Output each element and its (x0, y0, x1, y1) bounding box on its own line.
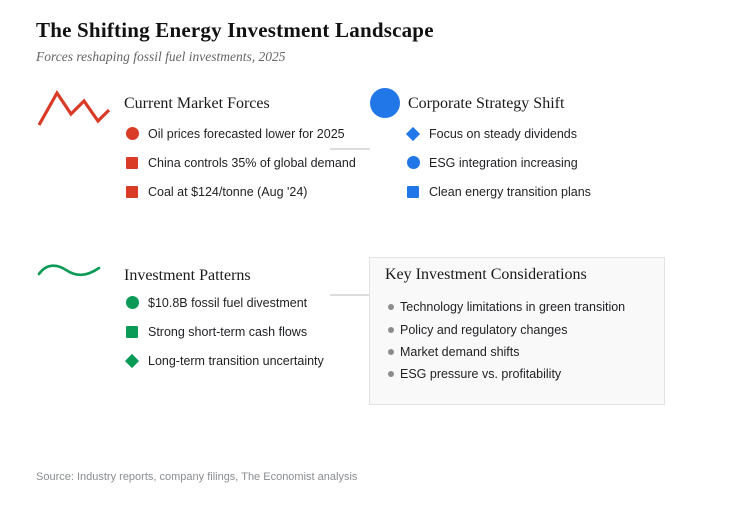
list-item: ESG pressure vs. profitability (388, 366, 658, 382)
wave-line-icon (37, 264, 101, 277)
list-item: Clean energy transition plans (407, 184, 667, 200)
bullet-marker-icon (126, 186, 138, 198)
connector-line (330, 148, 370, 150)
list-item: $10.8B fossil fuel divestment (126, 295, 386, 311)
list-item: China controls 35% of global demand (126, 155, 386, 171)
bullet-marker-icon (126, 326, 138, 338)
connector-line (330, 294, 369, 296)
bullet-marker-icon (126, 127, 139, 140)
bullet-marker-icon (124, 353, 140, 369)
bullet-marker-icon (126, 157, 138, 169)
list-item: Market demand shifts (388, 344, 658, 360)
list-item-label: Coal at $124/tonne (Aug '24) (148, 185, 308, 199)
bullet-dot-icon (388, 304, 394, 310)
list-item: ESG integration increasing (407, 155, 667, 171)
section-title-market: Current Market Forces (124, 95, 270, 112)
list-item: Focus on steady dividends (405, 126, 667, 142)
list-item-label: Market demand shifts (400, 345, 520, 359)
list-item-label: Strong short-term cash flows (148, 325, 308, 339)
list-item-label: ESG integration increasing (429, 156, 578, 170)
list-item-label: Technology limitations in green transiti… (400, 300, 626, 314)
list-item-label: Long-term transition uncertainty (148, 354, 324, 368)
section-title-strategy: Corporate Strategy Shift (408, 95, 565, 112)
section-title-patterns: Investment Patterns (124, 267, 251, 284)
list-item-label: China controls 35% of global demand (148, 156, 356, 170)
source-note: Source: Industry reports, company filing… (36, 471, 358, 483)
bullet-dot-icon (388, 349, 394, 355)
bullet-dot-icon (388, 371, 394, 377)
list-item-label: ESG pressure vs. profitability (400, 367, 562, 381)
list-item-label: Oil prices forecasted lower for 2025 (148, 127, 345, 141)
list-item: Coal at $124/tonne (Aug '24) (126, 184, 386, 200)
bullet-marker-icon (407, 156, 420, 169)
page-subtitle: Forces reshaping fossil fuel investments… (36, 49, 286, 64)
page-title: The Shifting Energy Investment Landscape (36, 18, 434, 42)
zigzag-line-chart-icon (37, 89, 111, 126)
list-item-label: Policy and regulatory changes (400, 323, 568, 337)
section-title-considerations: Key Investment Considerations (385, 266, 587, 283)
filled-circle-icon (370, 88, 400, 118)
list-item-label: Focus on steady dividends (429, 127, 578, 141)
bullet-marker-icon (405, 126, 421, 142)
list-item: Strong short-term cash flows (126, 324, 386, 340)
list-item-label: $10.8B fossil fuel divestment (148, 296, 308, 310)
list-item: Oil prices forecasted lower for 2025 (126, 126, 386, 142)
list-item: Policy and regulatory changes (388, 322, 658, 338)
bullet-marker-icon (407, 186, 419, 198)
list-item-label: Clean energy transition plans (429, 185, 591, 199)
list-item: Long-term transition uncertainty (124, 353, 386, 369)
bullet-marker-icon (126, 296, 139, 309)
list-item: Technology limitations in green transiti… (388, 299, 658, 315)
bullet-dot-icon (388, 327, 394, 333)
key-considerations-panel (369, 257, 665, 405)
